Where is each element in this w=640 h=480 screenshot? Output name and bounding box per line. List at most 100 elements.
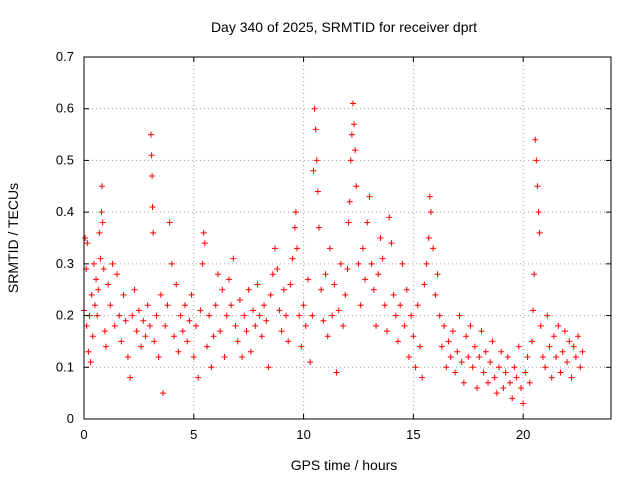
data-point	[392, 312, 399, 319]
data-point	[375, 271, 382, 278]
data-point	[93, 276, 100, 283]
data-point	[241, 312, 248, 319]
data-point	[171, 333, 178, 340]
data-point	[498, 348, 505, 355]
data-point	[118, 338, 125, 345]
data-point	[269, 271, 276, 278]
data-point	[287, 281, 294, 288]
data-point	[129, 312, 136, 319]
x-tick-label: 15	[406, 427, 420, 442]
data-point	[147, 131, 154, 138]
data-point	[568, 374, 575, 381]
data-point	[535, 209, 542, 216]
data-point	[105, 281, 112, 288]
data-point	[99, 219, 106, 226]
data-point	[214, 271, 221, 278]
data-point	[465, 353, 472, 360]
data-point	[517, 384, 524, 391]
data-point	[352, 147, 359, 154]
y-tick-label: 0.5	[56, 152, 74, 167]
data-point	[239, 353, 246, 360]
data-point	[192, 322, 199, 329]
data-point	[528, 338, 535, 345]
data-point	[263, 317, 270, 324]
data-point	[436, 312, 443, 319]
data-point	[135, 307, 142, 314]
data-point	[340, 322, 347, 329]
data-point	[467, 322, 474, 329]
data-point	[399, 260, 406, 267]
data-point	[531, 271, 538, 278]
data-point	[157, 291, 164, 298]
data-point	[460, 379, 467, 386]
y-tick-label: 0	[67, 411, 74, 426]
data-point	[572, 353, 579, 360]
y-tick-label: 0.2	[56, 308, 74, 323]
data-point	[98, 209, 105, 216]
data-point	[144, 302, 151, 309]
data-point	[311, 105, 318, 112]
data-point	[109, 260, 116, 267]
data-point	[312, 126, 319, 133]
data-point	[232, 322, 239, 329]
data-point	[471, 343, 478, 350]
data-point	[408, 312, 415, 319]
data-point	[368, 260, 375, 267]
data-point	[179, 328, 186, 335]
data-point	[82, 235, 89, 241]
data-point	[509, 395, 516, 402]
data-point	[557, 369, 564, 376]
data-point	[476, 353, 483, 360]
data-point	[111, 322, 118, 329]
data-point	[265, 364, 272, 371]
data-point	[146, 322, 153, 329]
data-point	[173, 281, 180, 288]
data-point	[566, 338, 573, 345]
y-tick-label: 0.1	[56, 359, 74, 374]
y-tick-label: 0.4	[56, 204, 74, 219]
data-point	[329, 312, 336, 319]
data-point	[300, 302, 307, 309]
data-point	[190, 353, 197, 360]
data-point	[293, 245, 300, 252]
data-point	[272, 245, 279, 252]
data-point	[373, 322, 380, 329]
data-point	[142, 333, 149, 340]
data-point	[348, 131, 355, 138]
data-point	[95, 286, 102, 293]
data-point	[148, 152, 155, 159]
data-point	[412, 364, 419, 371]
data-point	[349, 100, 356, 107]
data-point	[276, 307, 283, 314]
data-point	[310, 167, 317, 174]
data-point	[524, 353, 531, 360]
data-point	[331, 281, 338, 288]
data-point	[359, 245, 366, 252]
data-point	[87, 359, 94, 366]
y-axis-label: SRMTID / TECUs	[5, 183, 21, 293]
data-point	[539, 353, 546, 360]
data-point	[511, 364, 518, 371]
data-point	[478, 328, 485, 335]
y-tick-label: 0.6	[56, 101, 74, 116]
data-point	[201, 240, 208, 247]
data-point	[243, 328, 250, 335]
data-point	[212, 302, 219, 309]
data-point	[362, 276, 369, 283]
data-point	[131, 286, 138, 293]
data-point	[285, 338, 292, 345]
data-point	[94, 312, 101, 319]
grid	[84, 57, 611, 419]
data-point	[564, 359, 571, 366]
data-point	[344, 266, 351, 273]
data-point	[175, 348, 182, 355]
data-point	[184, 338, 191, 345]
data-point	[254, 281, 261, 288]
data-point	[445, 338, 452, 345]
data-point	[357, 302, 364, 309]
data-point	[245, 286, 252, 293]
data-point	[337, 260, 344, 267]
data-point	[366, 193, 373, 200]
data-point	[449, 328, 456, 335]
